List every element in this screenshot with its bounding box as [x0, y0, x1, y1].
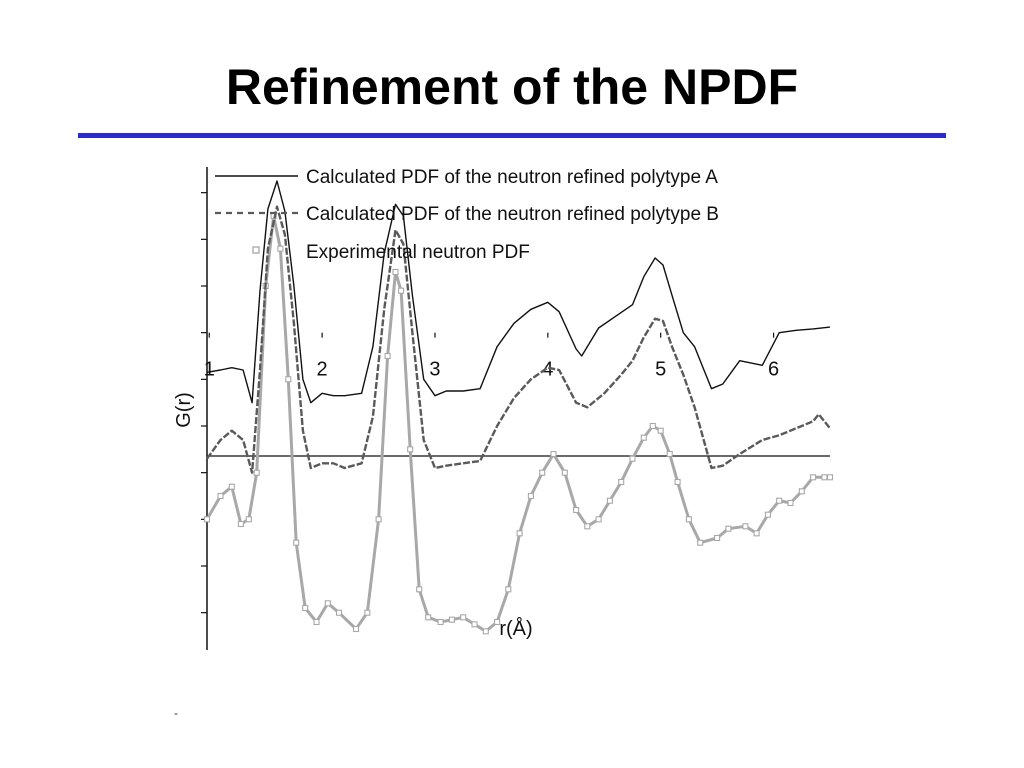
x-tick-label: 1 — [204, 359, 215, 381]
experimental-point — [764, 511, 771, 518]
experimental-point — [697, 539, 704, 546]
experimental-point — [302, 604, 309, 612]
experimental-point — [776, 497, 783, 504]
experimental-point — [618, 478, 625, 486]
experimental-point — [595, 516, 602, 523]
experimental-point — [237, 520, 244, 528]
experimental-point — [460, 614, 467, 621]
x-tick-label: 6 — [768, 359, 779, 381]
experimental-point — [674, 478, 681, 486]
experimental-point — [228, 483, 235, 490]
title-underline — [78, 133, 946, 138]
experimental-point — [437, 618, 444, 626]
experimental-point — [550, 450, 557, 458]
experimental-point — [649, 422, 656, 430]
experimental-point — [448, 616, 455, 623]
experimental-point — [245, 516, 252, 523]
experimental-point — [527, 492, 534, 500]
experimental-point — [253, 469, 260, 476]
experimental-point — [657, 427, 664, 434]
x-tick-label: 5 — [655, 359, 666, 381]
legend-label-polytype-b: Calculated PDF of the neutron refined po… — [306, 204, 719, 225]
experimental-point — [629, 455, 636, 462]
footer-mark: - — [174, 706, 178, 720]
series-polytype-b — [206, 205, 831, 474]
experimental-point — [810, 474, 817, 481]
slide-title: Refinement of the NPDF — [225, 59, 799, 115]
x-tick-label: 2 — [317, 359, 328, 381]
experimental-point — [324, 600, 331, 607]
experimental-point — [685, 516, 692, 523]
experimental-point — [398, 287, 405, 294]
experimental-point — [375, 516, 382, 523]
experimental-point — [561, 469, 568, 476]
experimental-point — [714, 534, 721, 542]
legend-label-polytype-a: Calculated PDF of the neutron refined po… — [306, 167, 718, 188]
experimental-point — [573, 506, 580, 514]
experimental-point — [826, 474, 834, 481]
legend-label-experimental: Experimental neutron PDF — [306, 242, 530, 263]
experimental-point — [725, 525, 732, 532]
experimental-point — [505, 586, 512, 593]
x-axis-label: r(Å) — [499, 617, 532, 640]
axes: G(r) r(Å) — [173, 167, 830, 650]
experimental-point — [787, 499, 794, 507]
experimental-point — [516, 530, 523, 537]
legend: Calculated PDF of the neutron refined po… — [215, 167, 719, 263]
legend-swatch-experimental — [252, 246, 260, 254]
series-experimental-trace — [205, 214, 830, 633]
plot-series — [203, 180, 834, 635]
experimental-point — [416, 586, 423, 593]
experimental-point — [277, 245, 284, 252]
experimental-point — [335, 609, 343, 616]
experimental-point — [640, 434, 647, 441]
experimental-point — [364, 609, 371, 616]
experimental-point — [203, 516, 211, 523]
experimental-point — [482, 628, 489, 635]
experimental-point — [742, 523, 749, 530]
experimental-point — [753, 530, 760, 537]
experimental-point — [384, 352, 391, 360]
experimental-point — [821, 474, 828, 481]
experimental-point — [285, 376, 292, 383]
experimental-point — [425, 614, 432, 621]
experimental-point — [494, 618, 501, 626]
experimental-point — [471, 621, 478, 628]
y-axis-label: G(r) — [173, 392, 195, 428]
experimental-point — [539, 469, 546, 476]
experimental-point — [392, 268, 399, 276]
experimental-point — [313, 618, 320, 626]
x-tick-label: 4 — [542, 359, 553, 381]
experimental-point — [584, 523, 591, 530]
x-tick-label: 3 — [429, 359, 440, 381]
experimental-point — [217, 492, 224, 500]
experimental-point — [352, 625, 360, 633]
experimental-point — [606, 497, 613, 504]
experimental-point — [666, 450, 673, 458]
experimental-point — [798, 488, 805, 495]
experimental-point — [407, 446, 414, 453]
experimental-point — [293, 539, 300, 546]
series-polytype-a — [206, 180, 831, 404]
